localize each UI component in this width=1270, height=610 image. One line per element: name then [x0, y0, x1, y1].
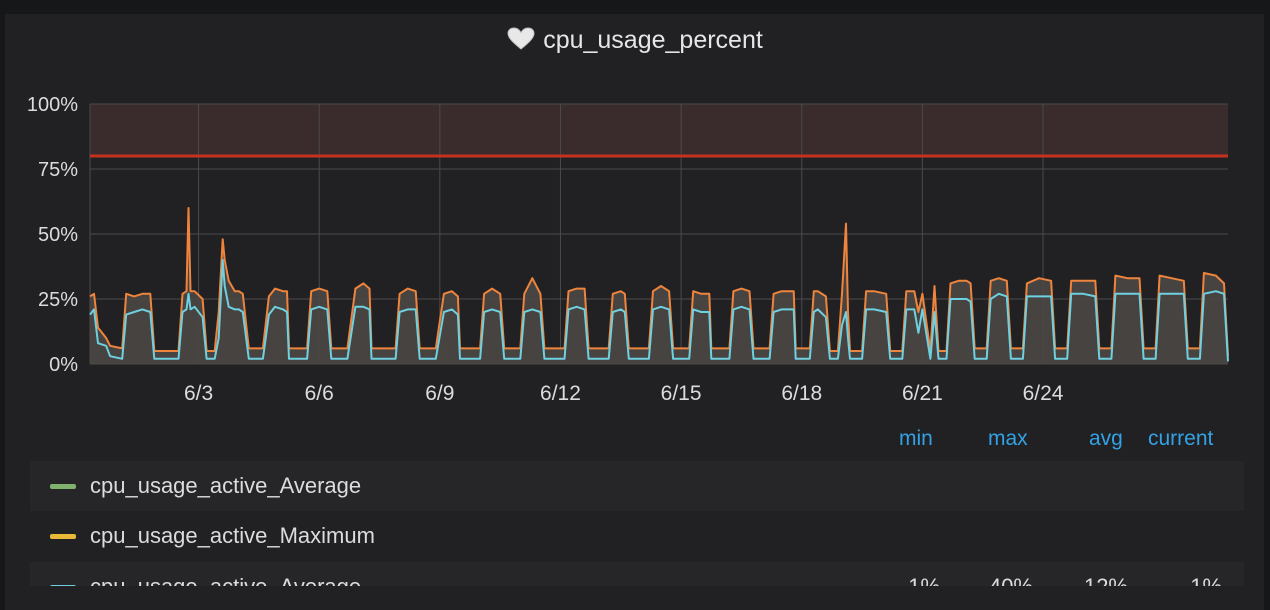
legend-series-name[interactable]: cpu_usage_active_Average — [90, 473, 362, 498]
y-tick-label: 100% — [27, 94, 78, 116]
y-tick-label: 25% — [38, 289, 78, 311]
legend-swatch — [50, 585, 76, 586]
legend-series-name[interactable]: cpu_usage_active_Maximum — [90, 523, 375, 548]
legend-current-value: 1% — [1142, 574, 1222, 586]
legend-swatch — [50, 484, 76, 489]
legend-series-name[interactable]: cpu_usage_active_Average — [90, 574, 361, 586]
legend-header-min[interactable]: min — [899, 427, 933, 450]
legend-min-value: 1% — [860, 574, 940, 586]
x-tick-label: 6/6 — [305, 382, 334, 405]
x-tick-label: 6/3 — [184, 382, 213, 405]
panel-title[interactable]: cpu_usage_percent — [0, 26, 1270, 55]
legend-table: cpu_usage_active_Average cpu_usage_activ… — [30, 461, 1244, 586]
legend-header-current[interactable]: current — [1148, 427, 1214, 450]
legend-avg-value: 12% — [1048, 574, 1128, 586]
legend-max-value: 40% — [953, 574, 1033, 586]
x-tick-label: 6/12 — [540, 382, 581, 405]
y-tick-label: 75% — [38, 159, 78, 181]
panel-title-text: cpu_usage_percent — [543, 26, 763, 54]
legend-header-avg[interactable]: avg — [1089, 427, 1123, 450]
threshold-region — [90, 104, 1228, 156]
series-area-maximum — [90, 208, 1228, 364]
heart-icon — [507, 27, 535, 50]
chart-plot: 0% 25% 50% 75% 100% 6/3 6/6 6/9 6/12 6/15 6/18 6/21… — [27, 94, 1229, 405]
series-line-1 — [89, 259, 1229, 362]
legend-swatch — [50, 534, 76, 539]
legend-row[interactable]: cpu_usage_active_Maximum — [30, 511, 1244, 561]
y-tick-label: 0% — [49, 354, 78, 376]
x-tick-label: 6/9 — [425, 382, 454, 405]
x-tick-label: 6/15 — [661, 382, 702, 405]
legend-header-max[interactable]: max — [988, 427, 1028, 450]
legend-row[interactable]: cpu_usage_active_Average — [30, 461, 1244, 511]
y-tick-label: 50% — [38, 224, 78, 246]
x-tick-label: 6/18 — [781, 382, 822, 405]
x-tick-label: 6/21 — [902, 382, 943, 405]
legend-row[interactable]: cpu_usage_active_Average 1% 40% 12% 1% — [30, 562, 1244, 586]
x-tick-label: 6/24 — [1023, 382, 1064, 405]
